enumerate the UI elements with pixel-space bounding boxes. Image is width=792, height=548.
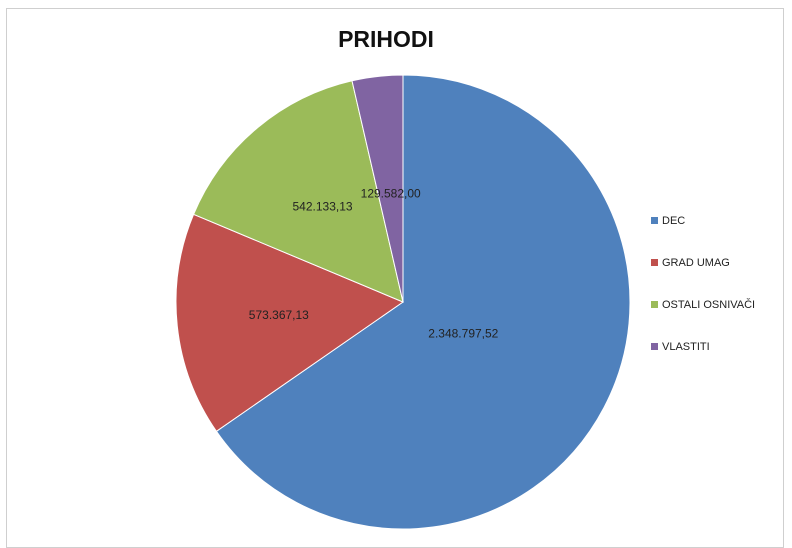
legend-swatch-ostali-osnivaci [651, 301, 658, 308]
legend-label-vlastiti: VLASTITI [662, 340, 710, 353]
legend-label-grad-umag: GRAD UMAG [662, 256, 730, 269]
data-label-vlastiti: 129.582,00 [361, 187, 421, 201]
pie-slice-vlastiti [351, 74, 404, 303]
legend-item-vlastiti: VLASTITI [651, 339, 755, 354]
legend-swatch-grad-umag [651, 259, 658, 266]
legend-label-dec: DEC [662, 214, 686, 227]
pie-slice-grad-umag [175, 213, 405, 432]
chart-title: PRIHODI [338, 26, 434, 52]
pie-slice-ostali-osnivaci [192, 80, 404, 303]
legend-swatch-dec [651, 217, 658, 224]
legend-item-dec: DEC [651, 213, 755, 228]
legend: DEC GRAD UMAG OSTALI OSNIVAČI VLASTITI [651, 213, 755, 381]
legend-item-grad-umag: GRAD UMAG [651, 255, 755, 270]
data-label-dec: 2.348.797,52 [428, 327, 498, 341]
data-label-ostali-osnivaci: 542.133,13 [292, 200, 352, 214]
legend-item-ostali-osnivaci: OSTALI OSNIVAČI [651, 297, 755, 312]
data-label-grad-umag: 573.367,13 [249, 308, 309, 322]
legend-swatch-vlastiti [651, 343, 658, 350]
legend-label-ostali-osnivaci: OSTALI OSNIVAČI [662, 298, 756, 311]
pie-slice-dec [215, 74, 631, 530]
